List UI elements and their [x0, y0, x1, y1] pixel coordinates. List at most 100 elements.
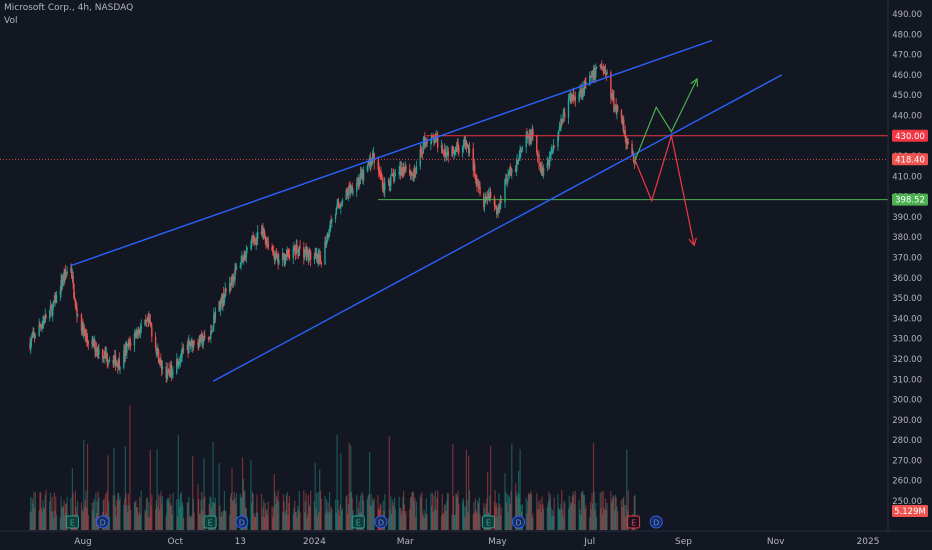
volume-bar: [634, 494, 636, 530]
volume-bar: [516, 491, 518, 530]
volume-bar: [272, 516, 274, 530]
volume-bar: [51, 497, 53, 530]
candle: [518, 149, 521, 161]
volume-bar: [430, 492, 432, 530]
candle: [563, 107, 565, 114]
volume-bar: [95, 492, 97, 530]
drawing-overlays[interactable]: [0, 39, 888, 382]
channel-upper-line[interactable]: [70, 39, 713, 267]
candle: [539, 163, 541, 167]
candle: [61, 274, 63, 292]
candle: [371, 157, 373, 167]
volume-bar: [432, 512, 434, 530]
candle: [394, 168, 397, 177]
dividend-marker[interactable]: D: [235, 515, 249, 529]
candle: [51, 302, 53, 317]
candle: [87, 340, 89, 350]
candle: [266, 237, 269, 249]
candle: [319, 250, 322, 264]
candle: [372, 147, 375, 161]
candle: [42, 315, 44, 329]
volume-bar: [366, 499, 368, 530]
candle: [52, 304, 54, 322]
earnings-marker[interactable]: E: [203, 515, 217, 529]
volume-bar: [558, 510, 561, 530]
earnings-marker[interactable]: E: [481, 515, 495, 529]
volume-bar: [49, 493, 52, 530]
volume-bar: [451, 514, 453, 530]
candle: [49, 309, 51, 322]
volume-bar: [490, 445, 492, 530]
candle: [288, 248, 291, 261]
volume-bar: [230, 493, 232, 530]
candle: [296, 240, 298, 259]
candle: [149, 313, 152, 326]
dividend-marker[interactable]: D: [374, 515, 388, 529]
volume-bar: [433, 495, 435, 530]
candle: [39, 321, 41, 328]
volume-bar: [240, 497, 242, 530]
volume-bar: [87, 515, 89, 530]
volume-bar: [487, 471, 489, 530]
candle: [532, 127, 534, 142]
earnings-marker[interactable]: E: [351, 515, 365, 529]
candle: [570, 91, 572, 105]
candle: [244, 251, 247, 262]
price-tick-label: 410.00: [892, 172, 922, 182]
candle: [274, 252, 276, 264]
volume-bar: [505, 502, 508, 530]
price-tick-label: 440.00: [892, 112, 922, 122]
volume-bar: [581, 491, 583, 530]
dividend-marker[interactable]: D: [512, 515, 526, 529]
candle: [571, 93, 573, 103]
volume-bar: [369, 452, 371, 530]
volume-bar: [251, 491, 253, 530]
svg-text:5.129M: 5.129M: [894, 507, 926, 517]
volume-bar: [558, 507, 560, 530]
volume-bar: [592, 503, 594, 530]
volume-bar: [316, 493, 318, 530]
candle: [177, 362, 179, 369]
volume-bar: [188, 496, 190, 530]
candle: [391, 173, 394, 177]
bearish-scenario-path[interactable]: [634, 135, 695, 246]
candle: [549, 151, 552, 160]
candle: [231, 274, 233, 286]
volume-bar: [200, 500, 202, 530]
volume-bar: [155, 509, 157, 530]
bullish-scenario-path[interactable]: [634, 78, 698, 161]
dividend-marker[interactable]: D: [649, 515, 663, 529]
earnings-marker[interactable]: E: [65, 515, 79, 529]
volume-bar: [112, 495, 114, 530]
candle: [443, 143, 446, 162]
channel-lower-line[interactable]: [212, 74, 783, 382]
volume-bar: [158, 510, 160, 530]
candle: [379, 169, 381, 180]
volume-bar: [393, 502, 395, 530]
candle: [204, 329, 206, 340]
candle: [404, 161, 406, 173]
candle: [60, 272, 62, 298]
volume-bar: [287, 515, 289, 530]
volume-bar: [223, 510, 225, 530]
volume-bar: [93, 498, 95, 530]
earnings-marker[interactable]: E: [627, 515, 641, 529]
marker-label: E: [70, 519, 75, 528]
volume-bar: [148, 502, 150, 530]
candle: [64, 268, 66, 284]
dividend-marker[interactable]: D: [96, 515, 110, 529]
volume-bar: [266, 514, 269, 530]
volume-bar: [622, 498, 624, 530]
volume-bar: [149, 450, 151, 530]
candle: [446, 145, 449, 155]
volume-bar: [145, 498, 148, 530]
time-axis[interactable]: Aug Oct 13 2024 Mar May Jul Sep Nov 2025: [74, 537, 879, 547]
candle: [476, 175, 478, 192]
volume-bar: [571, 496, 573, 530]
candle: [362, 166, 365, 185]
volume-bar: [127, 494, 129, 530]
candle: [410, 171, 412, 180]
volume-bar: [108, 516, 111, 530]
